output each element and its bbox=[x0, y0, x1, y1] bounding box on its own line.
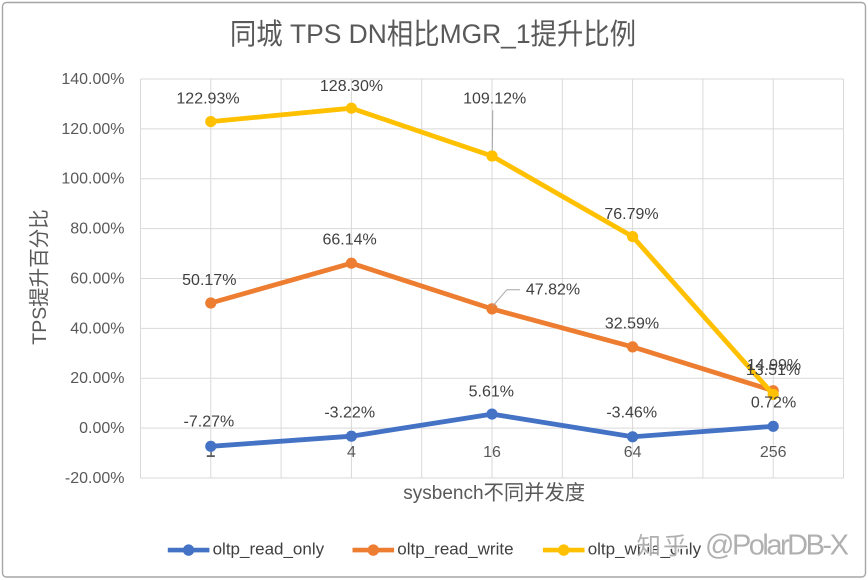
svg-text:109.12%: 109.12% bbox=[463, 91, 526, 108]
svg-text:80.00%: 80.00% bbox=[70, 221, 124, 238]
svg-text:5.61%: 5.61% bbox=[469, 383, 514, 400]
svg-text:256: 256 bbox=[760, 444, 787, 461]
svg-text:0.72%: 0.72% bbox=[751, 394, 796, 411]
svg-text:60.00%: 60.00% bbox=[70, 270, 124, 287]
svg-text:TPS DN: TPS DN bbox=[290, 19, 387, 49]
svg-text:-7.27%: -7.27% bbox=[184, 414, 235, 431]
svg-text:32.59%: 32.59% bbox=[605, 315, 659, 332]
svg-text:oltp_read_write: oltp_read_write bbox=[397, 540, 513, 559]
svg-text:@PolarDB-X: @PolarDB-X bbox=[707, 531, 851, 563]
svg-text:sysbench: sysbench bbox=[403, 483, 483, 504]
svg-text:66.14%: 66.14% bbox=[322, 232, 376, 249]
svg-text:64: 64 bbox=[624, 444, 642, 461]
svg-text:oltp_read_only: oltp_read_only bbox=[213, 540, 325, 559]
svg-text:47.82%: 47.82% bbox=[526, 281, 580, 298]
svg-text:0.00%: 0.00% bbox=[79, 420, 124, 437]
svg-text:20.00%: 20.00% bbox=[70, 370, 124, 387]
svg-text:14.99%: 14.99% bbox=[747, 357, 801, 374]
svg-text:-3.46%: -3.46% bbox=[606, 404, 657, 421]
svg-text:120.00%: 120.00% bbox=[61, 121, 124, 138]
svg-text:40.00%: 40.00% bbox=[70, 320, 124, 337]
svg-text:140.00%: 140.00% bbox=[61, 71, 124, 88]
svg-text:TPS: TPS bbox=[29, 307, 51, 345]
svg-text:100.00%: 100.00% bbox=[61, 171, 124, 188]
svg-text:4: 4 bbox=[347, 444, 356, 461]
svg-text:13.51%: 13.51% bbox=[746, 362, 800, 379]
svg-text:1: 1 bbox=[206, 444, 215, 461]
svg-text:50.17%: 50.17% bbox=[182, 272, 236, 289]
svg-text:122.93%: 122.93% bbox=[176, 91, 239, 108]
svg-text:MGR_1: MGR_1 bbox=[440, 19, 531, 49]
svg-text:16: 16 bbox=[483, 444, 501, 461]
svg-text:-3.22%: -3.22% bbox=[324, 404, 375, 421]
svg-text:@PolarDB-X: @PolarDB-X bbox=[705, 529, 849, 561]
svg-text:76.79%: 76.79% bbox=[604, 206, 658, 223]
svg-text:128.30%: 128.30% bbox=[320, 78, 383, 95]
svg-text:-20.00%: -20.00% bbox=[65, 470, 125, 487]
